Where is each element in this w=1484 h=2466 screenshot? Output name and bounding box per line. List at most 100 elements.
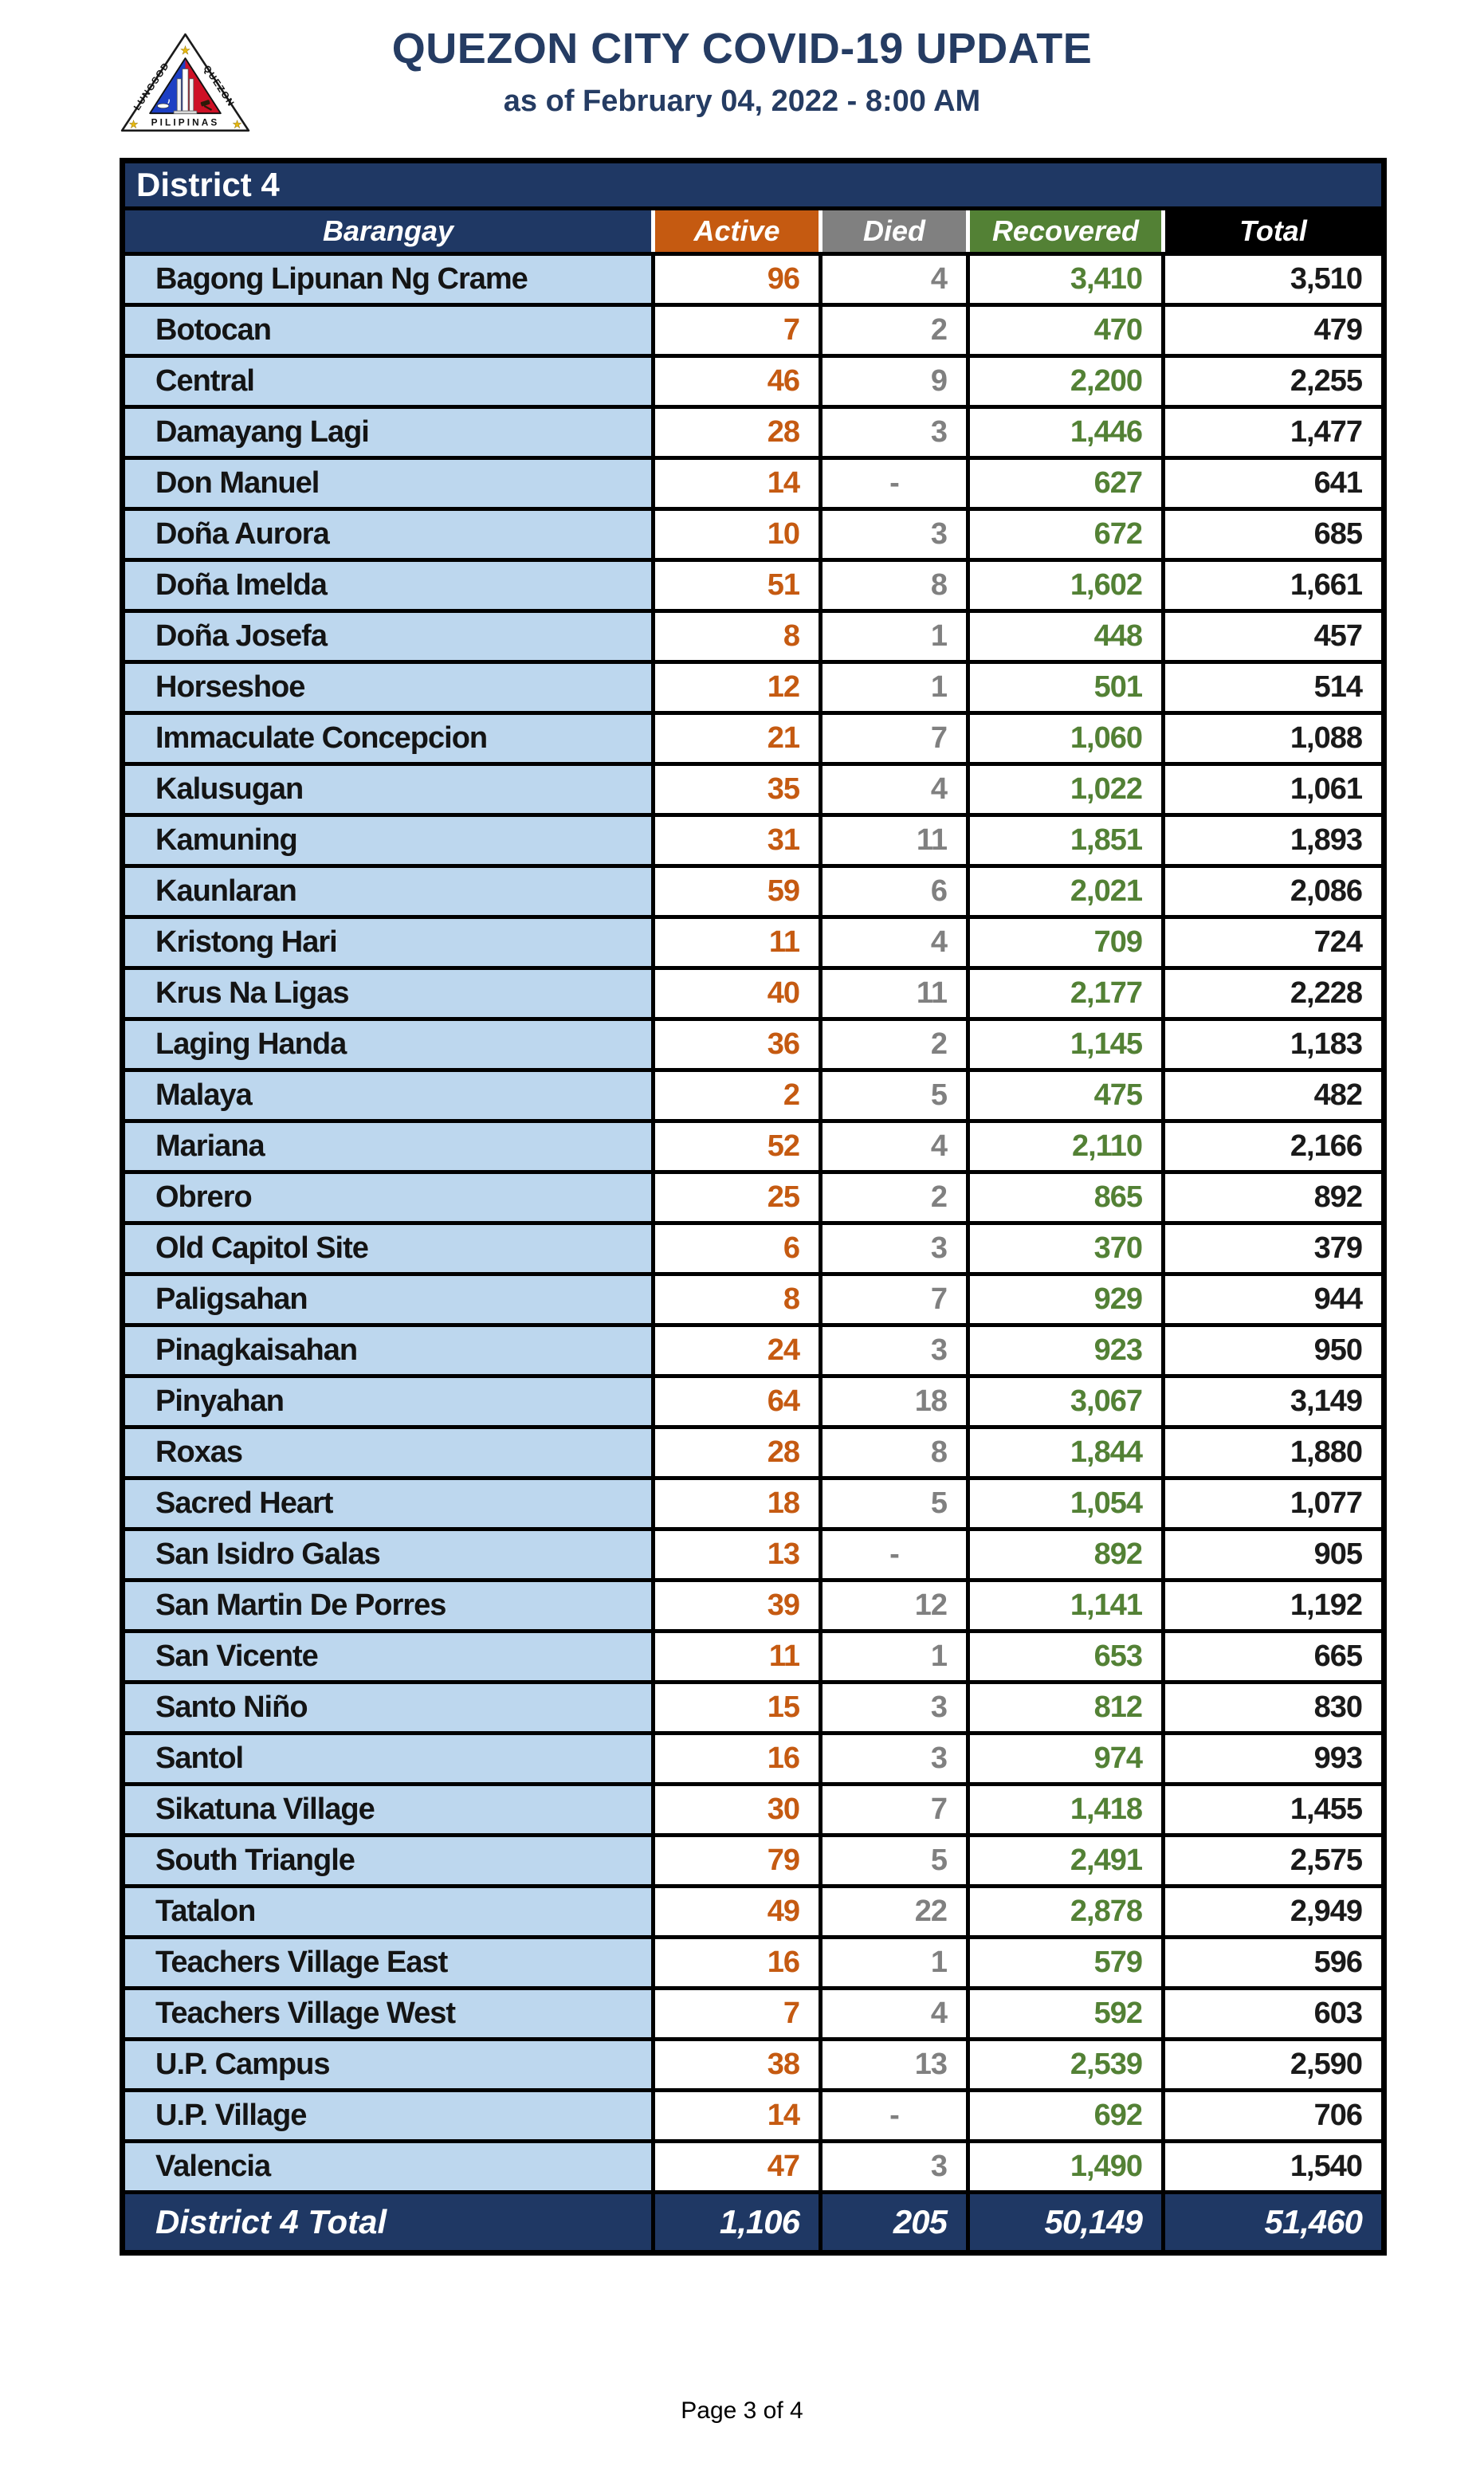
cell-died: 5 (822, 1837, 966, 1884)
page-title: QUEZON CITY COVID-19 UPDATE (391, 25, 1093, 73)
cell-recovered: 1,490 (970, 2143, 1161, 2190)
column-header-total: Total (1165, 210, 1381, 252)
cell-total: 482 (1165, 1072, 1381, 1119)
cell-barangay: Botocan (125, 307, 651, 354)
cell-recovered: 865 (970, 1174, 1161, 1221)
cell-recovered: 892 (970, 1531, 1161, 1578)
cell-active: 7 (655, 307, 819, 354)
total-active: 1,106 (655, 2194, 819, 2250)
cell-died: 5 (822, 1480, 966, 1527)
cell-active: 2 (655, 1072, 819, 1119)
cell-total: 457 (1165, 613, 1381, 660)
cell-recovered: 501 (970, 664, 1161, 711)
cell-total: 596 (1165, 1939, 1381, 1986)
cell-died: - (822, 460, 966, 507)
cell-barangay: Kalusugan (125, 766, 651, 813)
cell-died: 7 (822, 1786, 966, 1833)
cell-died: 4 (822, 766, 966, 813)
cell-active: 64 (655, 1378, 819, 1425)
cell-died: 2 (822, 1021, 966, 1068)
cell-recovered: 1,022 (970, 766, 1161, 813)
cell-total: 1,477 (1165, 409, 1381, 456)
cell-active: 59 (655, 868, 819, 915)
cell-active: 35 (655, 766, 819, 813)
cell-active: 16 (655, 1939, 819, 1986)
cell-active: 16 (655, 1735, 819, 1782)
cell-died: 7 (822, 715, 966, 762)
cell-recovered: 2,110 (970, 1123, 1161, 1170)
district-header: District 4 (125, 163, 1381, 210)
cell-died: 2 (822, 307, 966, 354)
cell-barangay: Kaunlaran (125, 868, 651, 915)
cell-recovered: 812 (970, 1684, 1161, 1731)
cell-died: 22 (822, 1888, 966, 1935)
cell-died: 1 (822, 613, 966, 660)
cell-total: 1,061 (1165, 766, 1381, 813)
cell-active: 49 (655, 1888, 819, 1935)
column-header-row: Barangay Active Died Recovered Total (125, 210, 1381, 256)
cell-total: 2,590 (1165, 2041, 1381, 2088)
cell-active: 30 (655, 1786, 819, 1833)
cell-barangay: Obrero (125, 1174, 651, 1221)
cell-recovered: 3,067 (970, 1378, 1161, 1425)
cell-total: 2,086 (1165, 868, 1381, 915)
cell-total: 1,880 (1165, 1429, 1381, 1476)
cell-total: 3,510 (1165, 256, 1381, 303)
cell-active: 24 (655, 1327, 819, 1374)
cell-active: 47 (655, 2143, 819, 2190)
covid-table: District 4 Barangay Active Died Recovere… (120, 158, 1387, 2256)
cell-active: 14 (655, 460, 819, 507)
cell-recovered: 1,054 (970, 1480, 1161, 1527)
cell-total: 514 (1165, 664, 1381, 711)
cell-barangay: Don Manuel (125, 460, 651, 507)
cell-total: 2,949 (1165, 1888, 1381, 1935)
cell-barangay: U.P. Campus (125, 2041, 651, 2088)
cell-barangay: Malaya (125, 1072, 651, 1119)
report-header: QUEZON CITY COVID-19 UPDATE as of Februa… (0, 24, 1484, 119)
cell-total: 950 (1165, 1327, 1381, 1374)
cell-recovered: 709 (970, 919, 1161, 966)
cell-active: 10 (655, 511, 819, 558)
cell-barangay: Horseshoe (125, 664, 651, 711)
column-header-barangay: Barangay (125, 210, 651, 252)
cell-barangay: U.P. Village (125, 2092, 651, 2139)
cell-active: 38 (655, 2041, 819, 2088)
cell-barangay: Laging Handa (125, 1021, 651, 1068)
cell-active: 46 (655, 358, 819, 405)
cell-died: 13 (822, 2041, 966, 2088)
cell-total: 379 (1165, 1225, 1381, 1272)
total-recovered: 50,149 (970, 2194, 1161, 2250)
cell-total: 993 (1165, 1735, 1381, 1782)
cell-died: - (822, 1531, 966, 1578)
star-icon: ★ (129, 119, 139, 131)
cell-barangay: Valencia (125, 2143, 651, 2190)
cell-recovered: 1,844 (970, 1429, 1161, 1476)
cell-barangay: Pinyahan (125, 1378, 651, 1425)
cell-active: 11 (655, 919, 819, 966)
cell-active: 6 (655, 1225, 819, 1272)
cell-recovered: 3,410 (970, 256, 1161, 303)
cell-died: 8 (822, 562, 966, 609)
cell-total: 706 (1165, 2092, 1381, 2139)
cell-active: 96 (655, 256, 819, 303)
cell-active: 28 (655, 1429, 819, 1476)
cell-total: 1,540 (1165, 2143, 1381, 2190)
cell-died: 4 (822, 919, 966, 966)
cell-recovered: 672 (970, 511, 1161, 558)
cell-barangay: Paligsahan (125, 1276, 651, 1323)
cell-total: 905 (1165, 1531, 1381, 1578)
cell-barangay: Teachers Village West (125, 1990, 651, 2037)
cell-died: 1 (822, 664, 966, 711)
cell-died: 11 (822, 970, 966, 1017)
cell-total: 892 (1165, 1174, 1381, 1221)
cell-recovered: 653 (970, 1633, 1161, 1680)
cell-recovered: 2,021 (970, 868, 1161, 915)
cell-died: - (822, 2092, 966, 2139)
cell-died: 4 (822, 1123, 966, 1170)
cell-barangay: Kristong Hari (125, 919, 651, 966)
cell-active: 8 (655, 1276, 819, 1323)
cell-total: 1,088 (1165, 715, 1381, 762)
cell-barangay: Roxas (125, 1429, 651, 1476)
cell-recovered: 627 (970, 460, 1161, 507)
cell-active: 25 (655, 1174, 819, 1221)
